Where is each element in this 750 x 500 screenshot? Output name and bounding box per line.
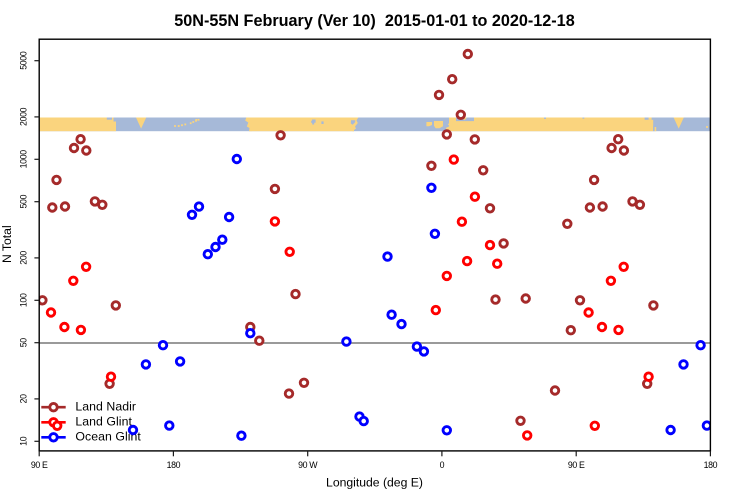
svg-text:20: 20 <box>19 394 29 404</box>
svg-text:180: 180 <box>704 460 718 470</box>
svg-text:Ocean Glint: Ocean Glint <box>75 430 141 444</box>
svg-text:100: 100 <box>19 293 29 307</box>
svg-text:0: 0 <box>440 460 445 470</box>
svg-text:N Total: N Total <box>0 225 14 263</box>
svg-text:90 E: 90 E <box>568 460 585 470</box>
svg-text:10: 10 <box>19 436 29 446</box>
svg-text:1000: 1000 <box>19 150 29 169</box>
svg-text:90 E: 90 E <box>31 460 48 470</box>
svg-text:500: 500 <box>19 194 29 208</box>
svg-text:Land Nadir: Land Nadir <box>75 400 136 414</box>
svg-text:50N-55N February (Ver 10) 201: 50N-55N February (Ver 10) 2015-01-01 to … <box>174 12 574 30</box>
svg-text:90 W: 90 W <box>298 460 318 470</box>
svg-text:Longitude (deg E): Longitude (deg E) <box>326 476 423 490</box>
svg-text:50: 50 <box>19 338 29 348</box>
svg-text:5000: 5000 <box>19 51 29 70</box>
svg-text:Land Glint: Land Glint <box>75 415 132 429</box>
svg-text:200: 200 <box>19 251 29 265</box>
svg-text:2000: 2000 <box>19 107 29 126</box>
svg-text:180: 180 <box>167 460 181 470</box>
